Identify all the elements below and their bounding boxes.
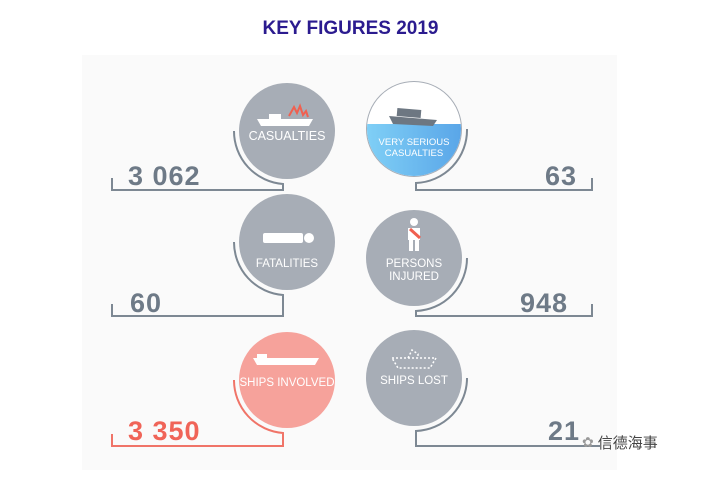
ship-fire-icon (257, 103, 313, 126)
lying-person-icon (263, 233, 314, 243)
watermark: ✿ 信德海事 (582, 432, 658, 453)
persons-injured-value: 948 (520, 288, 569, 318)
very-serious-casualties-value: 63 (545, 161, 578, 191)
wechat-icon: ✿ (582, 434, 594, 450)
very-serious-casualties-label: VERY SERIOUS CASUALTIES (378, 137, 450, 159)
ships-lost-circle: SHIPS LOST (366, 330, 462, 426)
ship-icon (253, 354, 319, 365)
casualties-circle: CASUALTIES (239, 83, 335, 179)
persons-injured-circle: PERSONS INJURED (366, 210, 462, 306)
bracket-ships-involved (111, 379, 284, 447)
persons-injured-label: PERSONS INJURED (385, 258, 443, 283)
ships-lost-label: SHIPS LOST (380, 375, 448, 387)
casualties-label: CASUALTIES (248, 129, 326, 143)
bracket-ships-lost (415, 377, 600, 447)
ships-involved-label: SHIPS INVOLVED (239, 377, 335, 389)
ships-involved-circle: SHIPS INVOLVED (239, 332, 335, 428)
bracket-injured (415, 257, 593, 317)
fatalities-label: FATALITIES (255, 258, 319, 270)
page-title: KEY FIGURES 2019 (262, 18, 439, 39)
fatalities-circle: FATALITIES (239, 194, 335, 290)
fatalities-value: 60 (130, 288, 163, 318)
ships-lost-value: 21 (548, 416, 581, 446)
watermark-text: 信德海事 (597, 435, 658, 452)
casualties-value: 3 062 (128, 161, 201, 191)
very-serious-casualties-circle: VERY SERIOUS CASUALTIES (366, 81, 462, 177)
bracket-casualties (111, 130, 284, 191)
dashed-ship-icon (390, 348, 438, 369)
bracket-fatalities (111, 241, 284, 317)
background-panel (82, 55, 617, 470)
injured-person-icon (408, 218, 422, 251)
ships-involved-value: 3 350 (128, 416, 201, 446)
sinking-ship-icon (389, 107, 437, 126)
